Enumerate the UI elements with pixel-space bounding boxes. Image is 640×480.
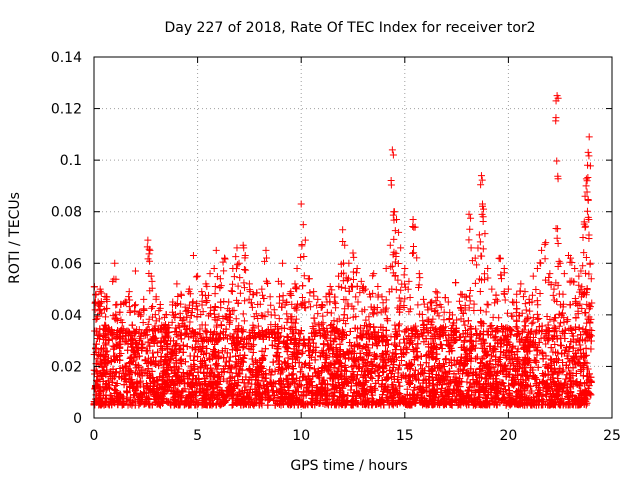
data-points <box>90 92 596 409</box>
grid <box>94 57 612 418</box>
data-point <box>542 340 550 348</box>
data-point <box>551 340 559 348</box>
data-point <box>248 380 256 388</box>
